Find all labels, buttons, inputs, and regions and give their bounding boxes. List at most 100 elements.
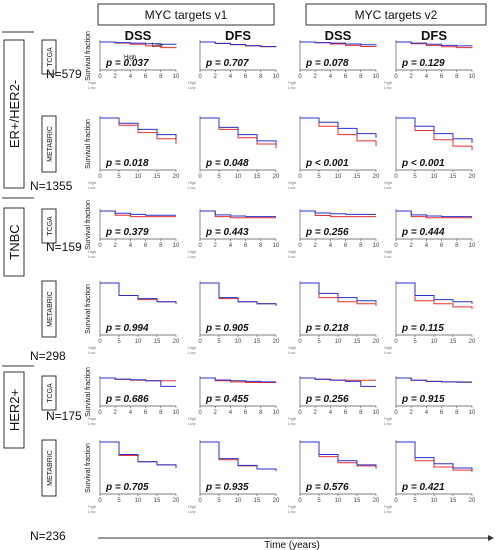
risk-row-label: High bbox=[88, 249, 96, 254]
cohort-n: N=159 bbox=[46, 240, 82, 254]
x-tick-label: 8 bbox=[159, 410, 163, 416]
x-tick-label: 10 bbox=[135, 498, 142, 504]
risk-row-label: High bbox=[384, 345, 392, 350]
km-curve-low bbox=[200, 282, 277, 306]
x-tick-label: 2 bbox=[314, 74, 318, 80]
x-tick-label: 5 bbox=[217, 498, 221, 504]
x-tick-label: 6 bbox=[440, 243, 444, 249]
cohort-n: N=298 bbox=[30, 349, 66, 363]
x-tick-label: 15 bbox=[450, 498, 457, 504]
x-tick-label: 5 bbox=[317, 498, 321, 504]
x-tick-label: 8 bbox=[359, 243, 363, 249]
risk-row-label: High bbox=[88, 80, 96, 85]
risk-row-label: High bbox=[88, 345, 96, 350]
x-tick-label: 8 bbox=[455, 410, 459, 416]
x-tick-label: 10 bbox=[373, 243, 380, 249]
subtype-label: HER2+ bbox=[7, 389, 22, 431]
x-tick-label: 6 bbox=[440, 74, 444, 80]
x-tick-label: 8 bbox=[359, 410, 363, 416]
x-tick-label: 20 bbox=[173, 498, 180, 504]
cohort-box bbox=[41, 280, 57, 338]
km-curve-low bbox=[396, 377, 472, 383]
x-tick-label: 0 bbox=[298, 174, 302, 180]
x-tick-label: 6 bbox=[440, 410, 444, 416]
x-tick-label: 6 bbox=[144, 243, 148, 249]
x-tick-label: 0 bbox=[198, 74, 202, 80]
x-tick-label: 4 bbox=[129, 243, 133, 249]
x-tick-label: 6 bbox=[244, 410, 248, 416]
x-tick-label: 0 bbox=[98, 74, 102, 80]
km-curve-low bbox=[200, 117, 277, 145]
x-tick-label: 6 bbox=[144, 410, 148, 416]
risk-row-label: Low bbox=[188, 421, 195, 426]
risk-row-label: Low bbox=[188, 254, 195, 259]
km-curve-low bbox=[300, 117, 377, 138]
p-value: p = 0.129 bbox=[401, 58, 445, 69]
risk-row-label: High bbox=[384, 504, 392, 509]
x-tick-label: 6 bbox=[244, 74, 248, 80]
risk-row-label: Low bbox=[88, 185, 95, 190]
x-tick-label: 20 bbox=[469, 174, 476, 180]
x-tick-label: 0 bbox=[198, 498, 202, 504]
subtype-label: TNBC bbox=[7, 224, 22, 259]
cohort-label: METABRIC bbox=[47, 126, 54, 162]
risk-row-label: High bbox=[288, 504, 296, 509]
x-tick-label: 2 bbox=[314, 243, 318, 249]
x-tick-label: 2 bbox=[314, 410, 318, 416]
subtype-label: ER+/HER2- bbox=[7, 80, 22, 148]
cohort-box bbox=[41, 39, 57, 75]
p-value: p = 0.935 bbox=[205, 482, 249, 493]
km-curve-high bbox=[100, 210, 176, 218]
km-curve-low bbox=[200, 210, 276, 218]
p-value: p = 0.707 bbox=[205, 58, 249, 69]
x-tick-label: 15 bbox=[354, 339, 361, 345]
x-tick-label: 0 bbox=[198, 174, 202, 180]
x-tick-label: 4 bbox=[425, 74, 429, 80]
risk-row-label: Low bbox=[188, 350, 195, 355]
risk-row-label: Low bbox=[188, 509, 195, 514]
p-value: p = 0.256 bbox=[305, 227, 349, 238]
km-curve-high bbox=[200, 441, 277, 472]
x-tick-label: 4 bbox=[329, 410, 333, 416]
km-curve-low bbox=[300, 377, 376, 387]
x-tick-label: 10 bbox=[335, 498, 342, 504]
x-tick-label: 8 bbox=[259, 410, 263, 416]
cohort-n: N=1355 bbox=[30, 179, 73, 193]
km-curve-low bbox=[200, 41, 277, 47]
km-curve-high bbox=[100, 117, 177, 144]
p-value: p = 0.379 bbox=[105, 227, 149, 238]
group-header-box bbox=[305, 3, 487, 26]
cohort-n: N=579 bbox=[46, 67, 82, 81]
x-tick-label: 4 bbox=[425, 243, 429, 249]
x-tick-label: 15 bbox=[254, 498, 261, 504]
p-value: p = 0.443 bbox=[205, 227, 249, 238]
x-tick-label: 8 bbox=[455, 74, 459, 80]
x-tick-label: 20 bbox=[469, 498, 476, 504]
x-tick-label: 5 bbox=[117, 498, 121, 504]
x-tick-label: 15 bbox=[154, 339, 161, 345]
p-value: p = 0.444 bbox=[401, 227, 445, 238]
x-tick-label: 6 bbox=[344, 410, 348, 416]
risk-row-label: Low bbox=[188, 185, 195, 190]
x-tick-label: 4 bbox=[129, 410, 133, 416]
column-title: DSS bbox=[325, 28, 352, 43]
risk-row-label: High bbox=[288, 180, 296, 185]
x-tick-label: 8 bbox=[359, 74, 363, 80]
x-tick-label: 4 bbox=[229, 243, 233, 249]
x-tick-label: 5 bbox=[217, 339, 221, 345]
risk-row-label: Low bbox=[88, 254, 95, 259]
y-axis-label: Survival fraction bbox=[85, 119, 92, 169]
x-tick-label: 4 bbox=[329, 74, 333, 80]
x-tick-label: 20 bbox=[273, 498, 280, 504]
x-tick-label: 5 bbox=[413, 174, 417, 180]
p-value: p = 0.915 bbox=[401, 394, 445, 405]
legend-high: High bbox=[124, 55, 136, 61]
